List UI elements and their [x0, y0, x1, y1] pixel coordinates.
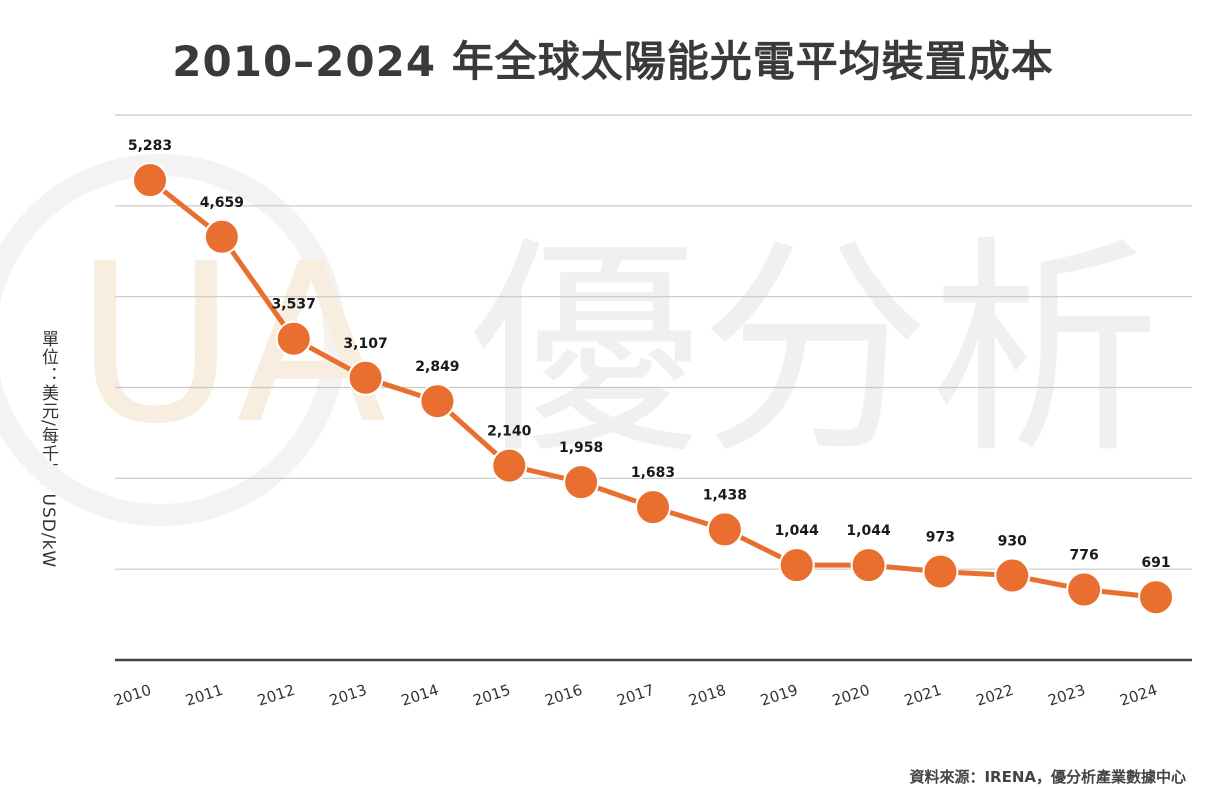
source-note: 資料來源：IRENA，優分析產業數據中心 — [909, 768, 1186, 786]
data-label: 1,044 — [846, 523, 891, 539]
data-label: 776 — [1070, 548, 1099, 564]
x-tick-label: 2020 — [830, 681, 872, 710]
x-tick-label: 2015 — [471, 681, 513, 710]
x-tick-label: 2022 — [974, 681, 1016, 710]
data-points — [132, 162, 1174, 616]
x-tick-label: 2016 — [543, 681, 585, 710]
watermark-text: 優分析 — [470, 218, 1160, 485]
data-point — [850, 547, 887, 584]
x-tick-label: 2013 — [327, 681, 369, 710]
data-label: 2,849 — [415, 359, 459, 375]
watermark: UA 優分析 — [0, 154, 1160, 526]
grid-lines — [115, 114, 1192, 570]
data-point — [563, 464, 600, 501]
data-label: 973 — [926, 530, 955, 546]
data-point — [994, 557, 1031, 594]
data-point — [778, 547, 815, 584]
data-labels: 5,283 4,659 3,537 3,107 2,849 2,140 1,958 1,683… — [128, 138, 1171, 571]
x-tick-label: 2018 — [686, 681, 728, 710]
data-point — [347, 359, 384, 396]
data-point — [203, 218, 240, 255]
x-tick-label: 2014 — [399, 681, 441, 710]
data-label: 1,044 — [775, 523, 820, 539]
data-label: 3,107 — [343, 336, 387, 352]
data-label: 4,659 — [200, 195, 244, 211]
data-point — [275, 320, 312, 357]
watermark-logo-text: UA — [75, 216, 387, 472]
data-point — [419, 383, 456, 420]
x-tick-label: 2021 — [902, 681, 944, 710]
x-tick-labels: 2010 2011 2012 2013 2014 2015 2016 2017 2018 2019… — [112, 681, 1160, 710]
data-point — [132, 162, 168, 199]
x-tick-label: 2024 — [1118, 681, 1160, 710]
data-point — [1138, 579, 1174, 616]
x-tick-label: 2012 — [255, 681, 297, 710]
y-axis-label: 單位：美元/每千瓦, USD/kW — [38, 330, 58, 569]
x-tick-label: 2019 — [758, 681, 800, 710]
data-label: 1,958 — [559, 440, 603, 456]
data-label: 691 — [1141, 555, 1170, 571]
data-label: 1,438 — [703, 487, 747, 503]
data-point — [635, 489, 671, 526]
data-label: 930 — [998, 534, 1027, 550]
data-point — [706, 511, 743, 548]
x-tick-label: 2010 — [112, 681, 154, 710]
data-label: 3,537 — [272, 297, 316, 313]
data-label: 1,683 — [631, 465, 675, 481]
data-point — [1066, 571, 1103, 608]
data-label: 5,283 — [128, 138, 172, 154]
data-point — [922, 553, 959, 590]
x-tick-label: 2023 — [1046, 681, 1088, 710]
x-tick-label: 2017 — [615, 681, 657, 710]
x-tick-label: 2011 — [183, 681, 225, 710]
watermark-logo-circle — [0, 154, 346, 526]
data-label: 2,140 — [487, 424, 532, 440]
chart-title: 2010–2024 年全球太陽能光電平均裝置成本 — [172, 37, 1054, 86]
data-point — [491, 447, 528, 484]
